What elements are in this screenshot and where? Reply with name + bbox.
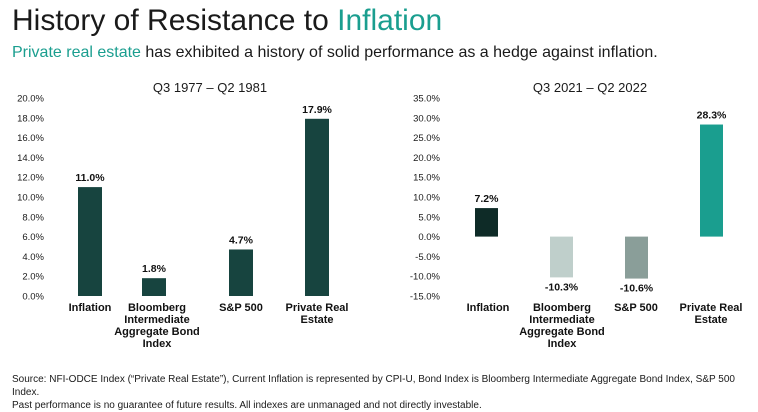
chart-1-ytick-label: 0.0% <box>22 292 44 303</box>
chart-2-data-label: -10.6% <box>620 283 654 295</box>
chart-1-bar <box>78 187 102 296</box>
chart-2-bar <box>550 236 573 278</box>
chart-1-bar <box>142 278 166 296</box>
chart-2: -15.0% -10.0% -5.0% 0.0% 5.0% 10.0% 15.0% 20.0%… <box>410 94 743 351</box>
chart-2-category-label: S&P 500 <box>614 302 658 314</box>
chart-2-data-label: -10.3% <box>545 281 579 293</box>
chart-1-category-label: Bloomberg Intermediate Aggregate Bond Index <box>114 302 200 350</box>
chart-1-ytick-label: 10.0% <box>17 193 44 204</box>
chart-1-data-label: 1.8% <box>142 263 167 275</box>
chart-1-ytick-label: 12.0% <box>17 173 44 184</box>
chart-1-ytick-label: 2.0% <box>22 272 44 283</box>
chart-2-ytick-label: 15.0% <box>413 173 440 184</box>
chart-2-ytick-label: -5.0% <box>415 252 440 263</box>
chart-1-ytick-label: 16.0% <box>17 133 44 144</box>
chart-1-category-label: Private Real Estate <box>286 302 349 326</box>
chart-2-category-label: Private Real Estate <box>680 302 743 326</box>
chart-1-data-label: 4.7% <box>229 234 254 246</box>
footer-source: Source: NFI-ODCE Index (“Private Real Es… <box>12 373 752 412</box>
chart-1: 0.0% 2.0% 4.0% 6.0% 8.0% 10.0% 12.0% 14.0% 16.0%… <box>17 94 348 351</box>
page-subtitle: Private real estate has exhibited a hist… <box>12 43 658 63</box>
chart-2-category-label: Inflation <box>467 302 510 314</box>
chart-2-ytick-label: -15.0% <box>410 292 441 303</box>
chart-2-bar <box>475 208 498 237</box>
chart-1-ytick-label: 4.0% <box>22 252 44 263</box>
chart-1-ytick-label: 6.0% <box>22 232 44 243</box>
chart-2-bar <box>625 236 648 279</box>
chart-1-category-label: Inflation <box>69 302 112 314</box>
page-title-accent: Inflation <box>337 4 443 37</box>
chart-1-ytick-label: 14.0% <box>17 153 44 164</box>
chart-2-ytick-label: -10.0% <box>410 272 441 283</box>
chart-1-data-label: 11.0% <box>75 172 105 184</box>
charts-canvas: 0.0% 2.0% 4.0% 6.0% 8.0% 10.0% 12.0% 14.0% 16.0%… <box>17 94 743 351</box>
chart-1-ytick-label: 8.0% <box>22 212 44 223</box>
chart-1-category-label: S&P 500 <box>219 302 263 314</box>
page-subtitle-rest: has exhibited a history of solid perform… <box>140 44 658 61</box>
chart-2-ytick-label: 10.0% <box>413 193 440 204</box>
chart-2-ytick-label: 20.0% <box>413 153 440 164</box>
chart-2-category-label: Bloomberg Intermediate Aggregate Bond Index <box>519 302 605 350</box>
footer-line-1: Source: NFI-ODCE Index (“Private Real Es… <box>12 374 735 398</box>
chart-2-ytick-label: 30.0% <box>413 113 440 124</box>
chart-1-bar <box>229 249 253 296</box>
chart-2-ytick-label: 35.0% <box>413 94 440 105</box>
chart-1-ytick-label: 20.0% <box>17 94 44 105</box>
chart-1-bar <box>305 118 329 296</box>
page-subtitle-accent: Private real estate <box>12 44 141 61</box>
chart-2-ytick-label: 25.0% <box>413 133 440 144</box>
chart-1-title: Q3 1977 – Q2 1981 <box>152 80 268 95</box>
footer-line-2: Past performance is no guarantee of futu… <box>12 400 482 411</box>
chart-1-data-label: 17.9% <box>302 104 332 116</box>
chart-2-title: Q3 2021 – Q2 2022 <box>532 80 648 95</box>
chart-2-ytick-label: 0.0% <box>418 232 440 243</box>
chart-2-data-label: 7.2% <box>475 193 500 205</box>
page-title: History of Resistance to Inflation <box>12 4 442 38</box>
page-title-prefix: History of Resistance to <box>12 4 338 37</box>
chart-2-bar <box>700 124 723 237</box>
chart-1-ytick-label: 18.0% <box>17 113 44 124</box>
chart-2-ytick-label: 5.0% <box>418 212 440 223</box>
chart-2-data-label: 28.3% <box>697 110 727 122</box>
